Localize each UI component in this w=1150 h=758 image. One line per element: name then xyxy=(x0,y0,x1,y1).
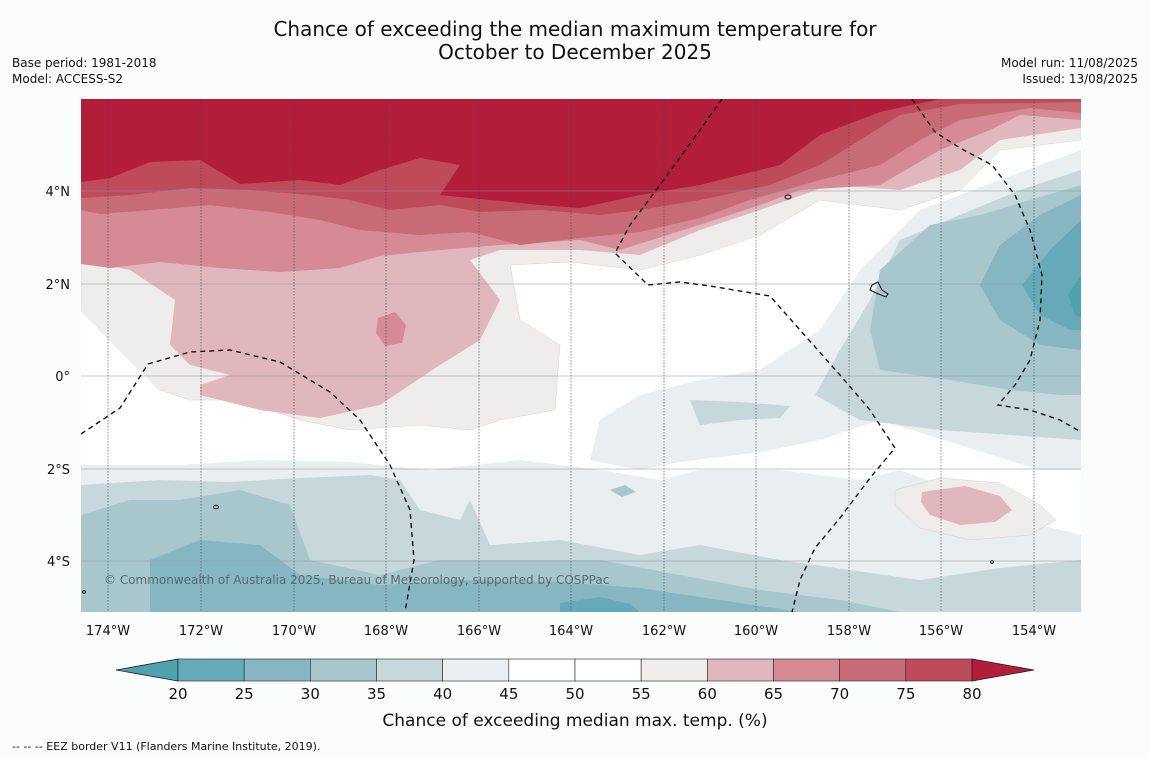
title-line-2: October to December 2025 xyxy=(438,40,712,64)
lon-label-156w: 156°W xyxy=(919,624,963,639)
colorbar-tick-label: 35 xyxy=(367,685,386,703)
lat-label-2n: 2°N xyxy=(46,278,71,293)
colorbar-tick-label: 75 xyxy=(896,685,915,703)
colorbar-tick-label: 20 xyxy=(168,685,187,703)
lat-label-2s: 2°S xyxy=(47,463,70,478)
colorbar-segment xyxy=(376,658,443,682)
lon-label-168w: 168°W xyxy=(364,624,408,639)
base-period: Base period: 1981-2018 xyxy=(12,56,157,70)
map-title: Chance of exceeding the median maximum t… xyxy=(0,18,1150,64)
longitude-labels: 174°W 172°W 170°W 168°W 166°W 164°W 162°… xyxy=(86,624,1056,639)
lon-label-170w: 170°W xyxy=(272,624,316,639)
contour-20-25-south xyxy=(560,597,640,612)
colorbar-segment xyxy=(773,658,840,682)
lon-label-172w: 172°W xyxy=(179,624,223,639)
colorbar-segment xyxy=(508,658,576,682)
contour-35-40-small xyxy=(610,485,636,497)
lon-label-154w: 154°W xyxy=(1012,624,1056,639)
colorbar-tick-label: 70 xyxy=(830,685,849,703)
colorbar-segment xyxy=(177,658,245,682)
colorbar-segment xyxy=(243,658,311,682)
meridians xyxy=(107,99,1035,612)
colorbar-tick-label: 65 xyxy=(764,685,783,703)
lat-label-0: 0° xyxy=(55,370,70,385)
lat-label-4n: 4°N xyxy=(46,185,71,200)
colorbar-over-arrow xyxy=(971,658,1035,682)
contour-20-25-east xyxy=(1022,220,1081,330)
latitude-labels: 4°N 2°N 0° 2°S 4°S xyxy=(46,185,71,570)
colorbar-segment xyxy=(640,658,708,682)
eez-legend-note: -- -- -- EEZ border V11 (Flanders Marine… xyxy=(12,740,321,753)
colorbar-tick-label: 50 xyxy=(565,685,584,703)
lon-label-166w: 166°W xyxy=(457,624,501,639)
colorbar-tick-label: 60 xyxy=(698,685,717,703)
lat-label-4s: 4°S xyxy=(47,555,70,570)
colorbar-tick-label: 40 xyxy=(433,685,452,703)
graticule xyxy=(81,190,1081,562)
model-name: Model: ACCESS-S2 xyxy=(12,72,124,86)
lon-label-162w: 162°W xyxy=(642,624,686,639)
eez-borders xyxy=(81,99,1081,612)
colorbar-segment xyxy=(905,658,973,682)
colorbar-segment xyxy=(574,658,642,682)
colorbar-tick-label: 30 xyxy=(301,685,320,703)
colorbar-tick-label: 80 xyxy=(962,685,981,703)
lon-label-160w: 160°W xyxy=(734,624,778,639)
copyright-text: © Commonwealth of Australia 2025, Bureau… xyxy=(104,573,609,587)
colorbar-tick-label: 55 xyxy=(632,685,651,703)
colorbar-tick-label: 25 xyxy=(235,685,254,703)
colorbar-segment xyxy=(707,658,774,682)
model-run: Model run: 11/08/2025 xyxy=(1000,56,1138,70)
lon-label-174w: 174°W xyxy=(86,624,130,639)
contour-60-65-se xyxy=(921,486,1012,525)
colorbar-labels: 20 25 30 35 40 45 50 55 60 65 70 75 80 xyxy=(168,685,981,703)
colorbar-tick-label: 45 xyxy=(499,685,518,703)
lon-label-164w: 164°W xyxy=(549,624,593,639)
colorbar-segments xyxy=(177,658,973,682)
colorbar-segment xyxy=(442,658,510,682)
contour-70-small xyxy=(376,312,406,346)
islands xyxy=(82,194,994,594)
lon-label-158w: 158°W xyxy=(827,624,871,639)
colorbar: 20 25 30 35 40 45 50 55 60 65 70 75 80 Chance of exc… xyxy=(115,658,1035,731)
contour-25-30-south xyxy=(150,540,800,612)
map-plot-area: © Commonwealth of Australia 2025, Bureau… xyxy=(81,99,1081,612)
title-line-1: Chance of exceeding the median maximum t… xyxy=(273,17,877,41)
contour-35-40-patch xyxy=(690,400,790,425)
contour-below-20-east xyxy=(1068,275,1081,318)
issued-date: Issued: 13/08/2025 xyxy=(1022,72,1138,86)
run-info: Model run: 11/08/2025 Issued: 13/08/2025 xyxy=(1001,55,1138,87)
contour-above-80 xyxy=(81,99,940,208)
colorbar-under-arrow xyxy=(115,658,179,682)
colorbar-title: Chance of exceeding median max. temp. (%… xyxy=(382,711,767,731)
model-info: Base period: 1981-2018 Model: ACCESS-S2 xyxy=(12,55,157,87)
colorbar-segment xyxy=(839,658,907,682)
colorbar-segment xyxy=(310,658,377,682)
